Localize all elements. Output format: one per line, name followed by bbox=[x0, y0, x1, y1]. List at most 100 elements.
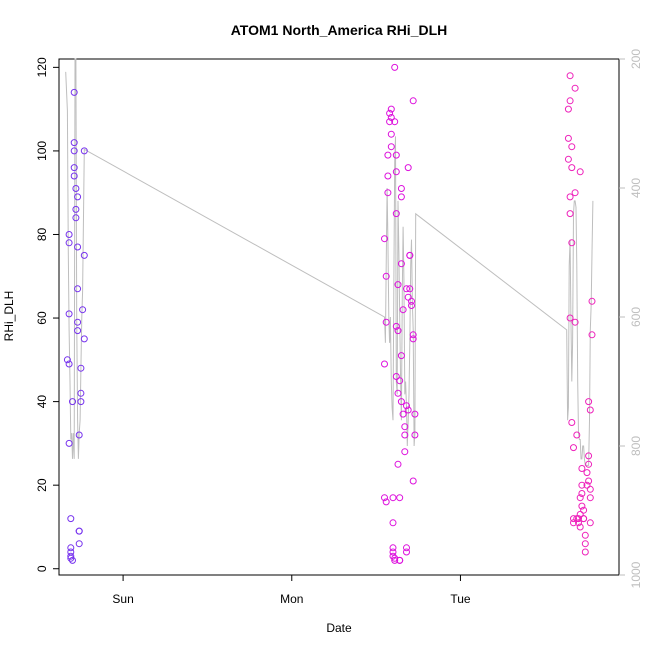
data-point bbox=[397, 185, 405, 192]
data-point bbox=[74, 193, 82, 201]
data-point bbox=[401, 423, 409, 431]
data-point bbox=[384, 189, 392, 197]
data-point bbox=[392, 168, 400, 176]
data-point bbox=[570, 515, 577, 523]
data-point bbox=[586, 494, 594, 502]
y2-tick-label: 600 bbox=[629, 307, 643, 327]
data-point bbox=[401, 431, 409, 439]
data-point bbox=[581, 531, 589, 539]
data-point bbox=[65, 439, 73, 447]
data-point bbox=[403, 544, 410, 552]
data-point bbox=[67, 554, 75, 562]
data-point bbox=[585, 477, 593, 485]
data-point bbox=[566, 210, 574, 218]
data-point bbox=[63, 356, 71, 364]
x-tick-label: Tue bbox=[450, 592, 471, 606]
left-y-axis: 0 20 40 60 80 100 120 bbox=[35, 57, 59, 572]
data-point bbox=[568, 143, 576, 151]
data-point bbox=[384, 172, 392, 180]
data-point bbox=[79, 306, 87, 314]
data-point bbox=[75, 527, 83, 535]
data-point bbox=[571, 318, 579, 326]
data-point bbox=[384, 151, 392, 159]
data-point bbox=[389, 544, 397, 552]
data-point bbox=[394, 389, 402, 397]
data-point bbox=[72, 205, 80, 213]
data-point bbox=[80, 251, 88, 259]
data-point bbox=[578, 502, 586, 510]
data-point bbox=[585, 460, 593, 468]
data-point bbox=[382, 318, 390, 326]
data-point bbox=[392, 322, 400, 330]
data-point bbox=[381, 360, 388, 368]
pressure-line-path bbox=[65, 58, 594, 466]
plot-frame bbox=[58, 58, 620, 576]
data-point bbox=[575, 519, 582, 527]
data-point bbox=[576, 168, 584, 176]
data-point bbox=[408, 297, 415, 305]
data-point bbox=[72, 214, 80, 222]
data-point bbox=[409, 335, 417, 343]
data-point bbox=[586, 406, 594, 414]
data-point bbox=[381, 494, 388, 502]
y-tick-label: 100 bbox=[35, 141, 49, 161]
data-point bbox=[65, 239, 73, 247]
y-tick-label: 60 bbox=[35, 311, 49, 325]
data-point bbox=[580, 515, 588, 523]
y-tick-label: 40 bbox=[35, 395, 49, 409]
data-point bbox=[389, 494, 397, 502]
data-point bbox=[403, 285, 410, 293]
data-point bbox=[566, 314, 574, 322]
data-point bbox=[581, 548, 589, 556]
data-point bbox=[392, 373, 400, 380]
x-tick-label: Sun bbox=[112, 592, 133, 606]
data-point bbox=[576, 494, 584, 502]
data-point bbox=[566, 193, 574, 201]
data-point bbox=[564, 155, 572, 163]
data-point bbox=[394, 327, 402, 335]
data-point bbox=[578, 481, 586, 489]
data-point bbox=[403, 548, 410, 556]
data-point bbox=[70, 139, 78, 147]
data-point bbox=[387, 114, 395, 121]
data-point bbox=[568, 164, 576, 172]
data-point bbox=[399, 306, 407, 314]
data-point bbox=[382, 272, 390, 280]
data-point bbox=[566, 97, 574, 105]
data-point bbox=[583, 469, 591, 477]
data-point bbox=[409, 97, 417, 105]
data-point bbox=[392, 151, 400, 159]
data-point bbox=[571, 84, 579, 92]
x-axis-label: Date bbox=[326, 621, 352, 635]
data-point bbox=[575, 515, 582, 523]
data-point bbox=[403, 402, 410, 410]
data-point bbox=[69, 398, 76, 406]
data-point bbox=[74, 318, 82, 326]
data-point bbox=[586, 519, 594, 527]
data-point bbox=[74, 285, 82, 293]
y-axis-label: RHi_DLH bbox=[2, 291, 16, 342]
data-point bbox=[391, 118, 399, 126]
data-point bbox=[392, 210, 400, 218]
data-point bbox=[80, 147, 88, 155]
data-point bbox=[77, 398, 85, 406]
data-point bbox=[571, 189, 579, 197]
data-point bbox=[568, 239, 576, 247]
data-point bbox=[409, 331, 417, 339]
data-point bbox=[75, 540, 83, 548]
data-point bbox=[406, 285, 414, 293]
data-point bbox=[75, 431, 83, 439]
data-point bbox=[566, 72, 574, 80]
data-point bbox=[387, 143, 395, 151]
data-point bbox=[568, 419, 576, 426]
y-tick-label: 20 bbox=[35, 478, 49, 492]
data-point bbox=[564, 105, 572, 113]
data-point bbox=[576, 523, 584, 531]
y2-tick-label: 400 bbox=[629, 178, 643, 198]
data-point bbox=[65, 310, 73, 318]
pressure-line bbox=[65, 58, 594, 466]
data-point bbox=[411, 431, 419, 439]
data-point bbox=[381, 235, 388, 243]
data-point bbox=[396, 377, 404, 385]
data-point bbox=[578, 465, 586, 472]
